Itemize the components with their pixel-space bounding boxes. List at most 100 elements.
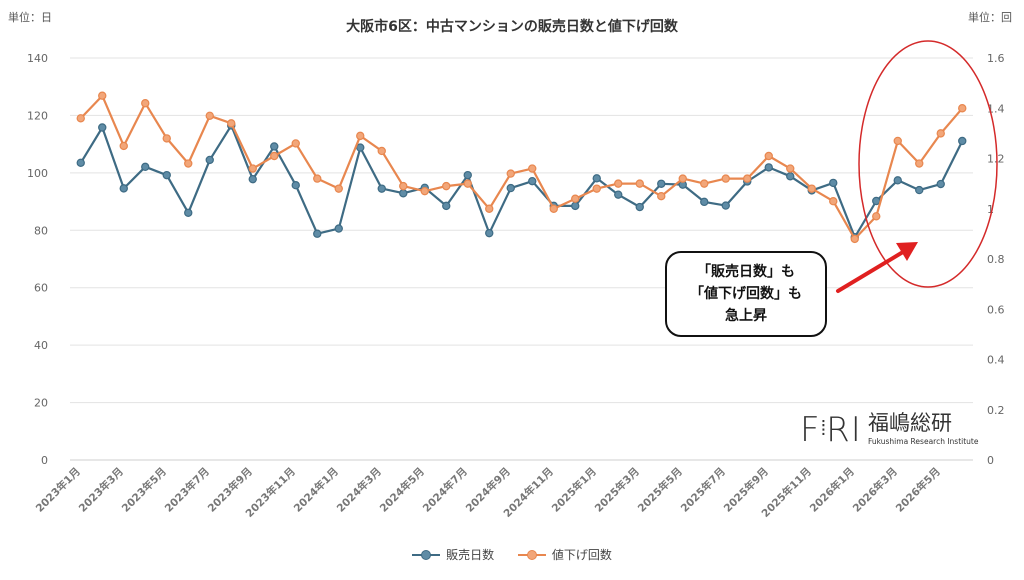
data-point-days: [377, 184, 386, 193]
data-point-price-cuts: [119, 141, 128, 151]
x-tick-label: 2023年5月: [119, 465, 169, 515]
logo-subtitle: Fukushima Research Institute: [868, 437, 979, 446]
data-point-days: [700, 197, 709, 207]
data-point-days: [399, 189, 408, 198]
data-point-price-cuts: [807, 184, 816, 193]
data-point-days: [463, 170, 472, 180]
data-point-days: [721, 201, 730, 210]
data-point-price-cuts: [592, 184, 601, 193]
y-tick-label: 140: [27, 52, 48, 65]
y-tick-label: 100: [27, 167, 48, 180]
data-point-price-cuts: [184, 159, 193, 168]
right-axis-unit: 単位：回: [968, 11, 1012, 24]
data-point-price-cuts: [528, 164, 537, 173]
data-point-price-cuts: [270, 151, 279, 161]
data-point-days: [528, 176, 537, 186]
y-tick-label: 0: [41, 454, 48, 467]
y2-tick-label: 1.2: [987, 153, 1005, 166]
data-point-price-cuts: [764, 151, 773, 161]
logo-mark: F⁞RI: [800, 410, 862, 450]
x-tick-label: 2024年5月: [377, 465, 427, 515]
y2-tick-label: 0: [987, 454, 994, 467]
data-point-price-cuts: [506, 169, 515, 178]
y2-tick-label: 1.6: [987, 52, 1005, 65]
data-point-price-cuts: [248, 164, 257, 173]
legend-label-price-cuts: 値下げ回数: [551, 548, 612, 562]
data-point-days: [76, 158, 85, 168]
data-point-days: [313, 229, 322, 238]
data-point-price-cuts: [721, 174, 730, 183]
data-point-days: [872, 196, 881, 206]
chart-title: 大阪市6区：中古マンションの販売日数と値下げ回数: [346, 19, 678, 35]
legend-item-price-cuts: 値下げ回数: [517, 546, 612, 563]
callout-line: 急上昇: [725, 308, 767, 324]
data-point-days: [829, 178, 838, 188]
y-tick-label: 20: [34, 397, 48, 410]
data-point-days: [657, 179, 666, 188]
data-point-days: [119, 184, 128, 193]
data-point-days: [205, 155, 214, 165]
data-point-price-cuts: [678, 174, 687, 183]
data-point-days: [592, 174, 601, 183]
data-point-days: [334, 224, 343, 233]
data-point-days: [184, 208, 193, 217]
data-point-price-cuts: [356, 131, 365, 141]
x-tick-label: 2024年7月: [420, 465, 470, 515]
y2-tick-label: 0.6: [987, 303, 1005, 316]
legend-swatch-price-cuts: [517, 549, 546, 560]
data-point-price-cuts: [162, 134, 171, 143]
left-axis-unit: 単位：日: [8, 11, 52, 24]
data-point-days: [958, 136, 967, 146]
data-point-price-cuts: [915, 159, 924, 168]
callout-box: 「販売日数」も 「値下げ回数」も 急上昇: [665, 251, 827, 337]
data-point-price-cuts: [614, 179, 623, 188]
data-point-days: [270, 142, 279, 151]
logo-name: 福嶋総研: [868, 411, 952, 435]
data-point-days: [764, 163, 773, 172]
data-point-price-cuts: [829, 197, 838, 206]
data-point-price-cuts: [334, 184, 343, 193]
data-point-price-cuts: [205, 111, 214, 120]
highlight-ellipse: [858, 40, 998, 288]
data-point-price-cuts: [657, 191, 666, 201]
data-point-price-cuts: [893, 136, 902, 146]
legend-swatch-days: [412, 549, 441, 560]
y2-tick-label: 0.4: [987, 354, 1005, 367]
data-point-days: [786, 172, 795, 181]
data-point-price-cuts: [76, 114, 85, 123]
arrow-head: [896, 242, 918, 261]
x-tick-label: 2024年3月: [334, 465, 384, 515]
data-point-price-cuts: [442, 181, 451, 191]
data-point-days: [141, 162, 150, 172]
data-point-price-cuts: [549, 204, 558, 213]
data-point-days: [635, 202, 644, 212]
data-point-price-cuts: [635, 179, 644, 188]
data-point-days: [291, 181, 300, 190]
data-point-price-cuts: [377, 146, 386, 156]
data-point-days: [485, 228, 494, 238]
data-point-days: [571, 201, 580, 211]
data-point-price-cuts: [872, 212, 881, 221]
data-point-price-cuts: [291, 139, 300, 148]
x-tick-label: 2025年3月: [592, 465, 642, 515]
data-point-price-cuts: [463, 179, 472, 188]
legend-label-days: 販売日数: [446, 548, 495, 562]
data-point-days: [614, 190, 623, 199]
x-tick-label: 2024年1月: [291, 465, 341, 515]
y-tick-label: 120: [27, 109, 48, 122]
x-tick-label: 2026年3月: [850, 465, 900, 515]
data-point-days: [893, 176, 902, 185]
y2-tick-label: 0.8: [987, 253, 1005, 266]
data-point-days: [506, 183, 515, 193]
y-tick-label: 40: [34, 339, 48, 352]
y-tick-label: 80: [34, 224, 48, 237]
data-point-days: [915, 185, 924, 195]
data-point-price-cuts: [743, 174, 752, 183]
data-point-price-cuts: [936, 129, 945, 138]
x-tick-label: 2025年5月: [635, 465, 685, 515]
x-tick-label: 2025年7月: [678, 465, 728, 515]
y-tick-label: 60: [34, 282, 48, 295]
data-point-price-cuts: [98, 91, 107, 100]
